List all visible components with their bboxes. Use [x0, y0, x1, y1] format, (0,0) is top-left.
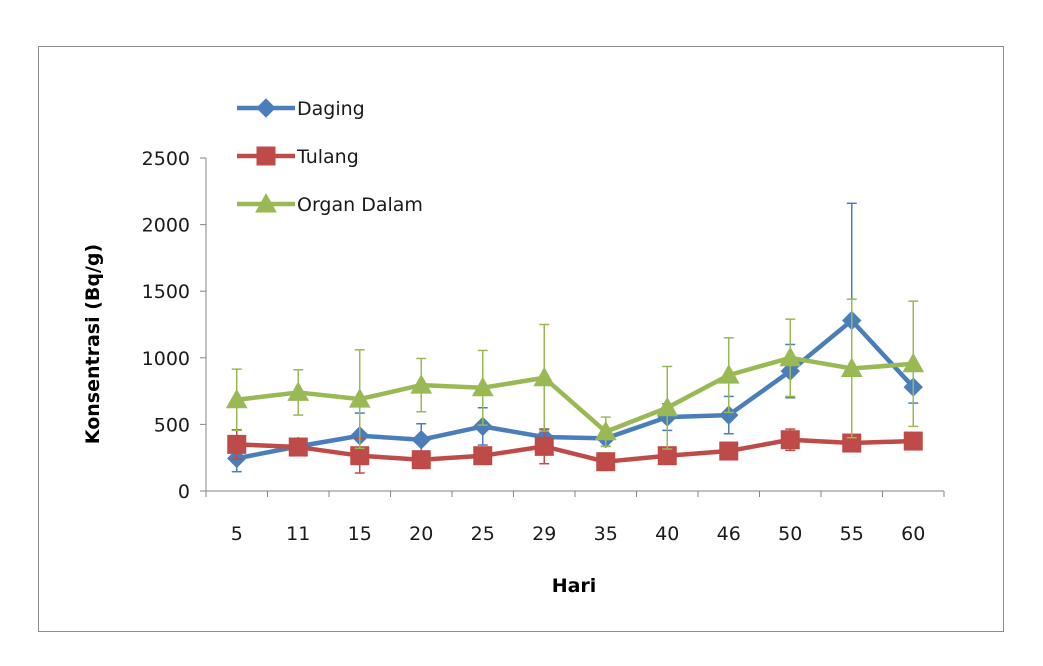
data-point — [225, 388, 248, 409]
y-tick-label: 0 — [178, 481, 190, 503]
legend-item-daging: Daging — [237, 98, 365, 120]
series-line — [236, 355, 914, 434]
data-point — [719, 405, 739, 425]
legend-marker — [256, 98, 276, 118]
legend-marker — [256, 146, 276, 166]
data-point — [902, 352, 925, 373]
legend-marker — [255, 192, 277, 213]
series-layer — [225, 202, 925, 474]
series-line — [236, 318, 915, 461]
data-point — [473, 416, 493, 437]
data-point — [903, 431, 923, 451]
data-point — [779, 346, 802, 367]
y-tick-label: 1000 — [142, 348, 190, 370]
data-point — [656, 396, 679, 417]
data-point — [410, 374, 433, 394]
data-point — [533, 366, 556, 387]
legend-label: Organ Dalam — [297, 194, 423, 216]
series-tulang — [227, 428, 923, 474]
x-tick-label: 25 — [471, 523, 495, 545]
x-tick-label: 46 — [717, 523, 741, 545]
legend-item-tulang: Tulang — [237, 146, 359, 168]
series-line — [236, 437, 914, 464]
data-point — [471, 376, 494, 397]
data-point — [780, 430, 800, 450]
y-axis-title: Konsentrasi (Bq/g) — [82, 244, 104, 444]
data-point — [594, 420, 617, 441]
legend-item-organ-dalam: Organ Dalam — [237, 192, 423, 216]
data-point — [348, 388, 371, 408]
x-tick-label: 55 — [840, 523, 864, 545]
legend: Daging Tulang Organ Dalam — [237, 98, 423, 216]
data-point — [534, 436, 554, 456]
data-point — [350, 446, 370, 466]
y-tick-label: 2000 — [142, 215, 190, 237]
x-tick-label: 35 — [594, 523, 618, 545]
x-tick-label: 15 — [348, 523, 372, 545]
x-tick-label: 5 — [231, 523, 243, 545]
series-organ-dalam — [225, 298, 925, 450]
data-point — [411, 430, 431, 450]
data-point — [288, 437, 308, 457]
data-point — [717, 364, 740, 384]
x-tick-label: 29 — [532, 523, 556, 545]
x-tick-label: 40 — [655, 523, 679, 545]
data-point — [411, 450, 431, 470]
y-tick-label: 2500 — [142, 148, 190, 170]
legend-label: Tulang — [296, 146, 359, 168]
data-point — [287, 381, 310, 401]
data-point — [596, 452, 616, 472]
x-tick-label: 11 — [286, 523, 310, 545]
chart-svg: 0 500 1000 1500 2000 2500 5 11 15 20 25 29 35 40 46 50 5… — [82, 98, 945, 597]
data-point — [719, 441, 739, 461]
y-tick-label: 1500 — [142, 281, 190, 303]
x-axis-title: Hari — [552, 575, 597, 597]
x-tick-label: 60 — [901, 523, 925, 545]
x-tick-label: 20 — [409, 523, 433, 545]
chart-frame: 0 500 1000 1500 2000 2500 5 11 15 20 25 29 35 40 46 50 5… — [38, 46, 1004, 632]
series-daging — [227, 202, 923, 473]
data-point — [840, 357, 863, 377]
x-tick-label: 50 — [778, 523, 802, 545]
axes: 0 500 1000 1500 2000 2500 5 11 15 20 25 29 35 40 46 50 5… — [142, 148, 945, 545]
y-tick-label: 500 — [154, 414, 190, 436]
data-point — [227, 434, 247, 454]
data-point — [473, 446, 493, 466]
legend-label: Daging — [297, 98, 365, 120]
